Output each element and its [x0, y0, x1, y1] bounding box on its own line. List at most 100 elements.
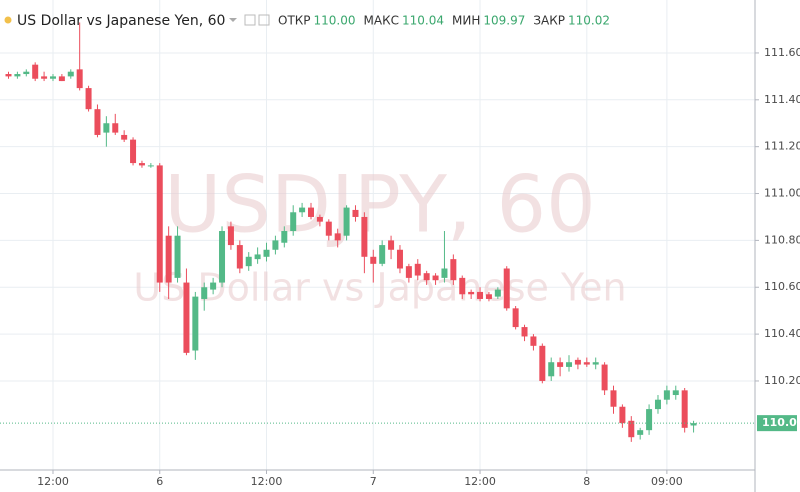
candle-body	[32, 64, 39, 79]
candle-body	[521, 327, 528, 337]
candle-body	[379, 245, 386, 264]
candle-body	[663, 390, 670, 400]
candle-body	[227, 226, 234, 246]
candle-body	[245, 256, 252, 267]
y-tick-label: 110.40	[764, 327, 800, 340]
candle-body	[388, 240, 395, 250]
ohlc-label: ОТКР	[278, 14, 311, 28]
candle-body	[512, 308, 519, 328]
y-tick-label: 110.60	[764, 280, 800, 293]
x-tick-label: 7	[370, 475, 377, 488]
candle-body	[183, 282, 190, 353]
candle-body	[67, 71, 74, 77]
candle-body	[601, 364, 608, 391]
x-tick-label: 12:00	[37, 475, 69, 488]
candle-body	[307, 207, 314, 217]
candle-body	[361, 216, 368, 257]
settings-icon[interactable]	[258, 14, 270, 26]
candle-body	[316, 216, 323, 222]
candle-body	[459, 277, 466, 295]
candle-body	[41, 76, 48, 79]
last-price-label: 110.02	[762, 416, 800, 429]
ohlc-value: 110.00	[314, 14, 356, 28]
candle-body	[334, 233, 341, 241]
y-tick-label: 111.60	[764, 46, 800, 59]
candle-body	[610, 390, 617, 407]
candle-body	[503, 268, 510, 309]
candle-body	[49, 76, 56, 79]
candle-body	[5, 74, 12, 77]
settings-icon[interactable]	[244, 14, 256, 26]
last-price-box	[757, 415, 797, 432]
candle-body	[672, 390, 679, 396]
ohlc-value: 110.04	[402, 14, 444, 28]
ohlc-value: 110.02	[568, 14, 610, 28]
candle-body	[441, 268, 448, 278]
candles	[5, 22, 697, 442]
candle-body	[281, 231, 288, 243]
candle-body	[325, 221, 332, 236]
candle-body	[370, 256, 377, 264]
x-tick-label: 12:00	[251, 475, 283, 488]
header: US Dollar vs Japanese Yen, 60 ОТКР 110.00…	[4, 13, 610, 29]
candle-body	[557, 362, 564, 367]
candle-body	[76, 69, 83, 89]
candle-body	[272, 240, 279, 250]
candle-body	[263, 249, 270, 257]
candle-body	[396, 249, 403, 269]
ohlc-label: МИН	[452, 14, 480, 28]
candle-body	[14, 74, 21, 77]
candle-body	[103, 123, 110, 133]
chart-title: US Dollar vs Japanese Yen, 60	[17, 13, 225, 29]
candle-body	[619, 406, 626, 424]
candle-body	[566, 362, 573, 367]
y-tick-label: 111.20	[764, 140, 800, 153]
status-dot	[4, 16, 12, 24]
candle-body	[58, 76, 65, 82]
candle-body	[450, 259, 457, 281]
candle-body	[539, 345, 546, 381]
candle-body	[574, 359, 581, 365]
candle-body	[121, 134, 128, 140]
candle-body	[85, 88, 92, 110]
candle-body	[352, 209, 359, 217]
candle-body	[23, 71, 30, 75]
candle-body	[592, 362, 599, 365]
ohlc-value: 109.97	[483, 14, 525, 28]
ohlc-label: МАКС	[364, 14, 399, 28]
candle-body	[112, 123, 119, 133]
x-tick-label: 09:00	[651, 475, 683, 488]
candle-body	[477, 291, 484, 299]
candle-body	[530, 336, 537, 346]
candle-body	[201, 287, 208, 299]
axes: 110.20 110.40 110.60 110.80 111.00 111.20 111.…	[0, 46, 800, 488]
candle-body	[494, 289, 501, 297]
candle-body	[156, 165, 163, 283]
candle-body	[548, 362, 555, 377]
x-tick-label: 6	[156, 475, 163, 488]
candle-body	[192, 296, 199, 351]
candle-body	[485, 294, 492, 299]
candle-body	[210, 282, 217, 290]
candle-body	[290, 212, 297, 232]
x-tick-label: 8	[583, 475, 590, 488]
candle-body	[343, 207, 350, 236]
y-tick-label: 110.80	[764, 233, 800, 246]
watermark-subtitle: US Dollar vs Japanese Yen	[133, 266, 626, 310]
candle-body	[236, 245, 243, 269]
candle-body	[405, 266, 412, 278]
candle-body	[138, 163, 145, 166]
candle-body	[628, 420, 635, 438]
dropdown-icon[interactable]	[229, 18, 237, 22]
candle-body	[583, 362, 590, 365]
candle-body	[654, 399, 661, 410]
candle-body	[254, 254, 261, 260]
y-tick-label: 110.20	[764, 374, 800, 387]
x-tick-label: 12:00	[464, 475, 496, 488]
y-tick-label: 111.40	[764, 93, 800, 106]
candle-body	[646, 409, 653, 431]
candle-body	[165, 235, 172, 283]
candle-body	[299, 207, 306, 213]
candle-body	[690, 423, 697, 426]
